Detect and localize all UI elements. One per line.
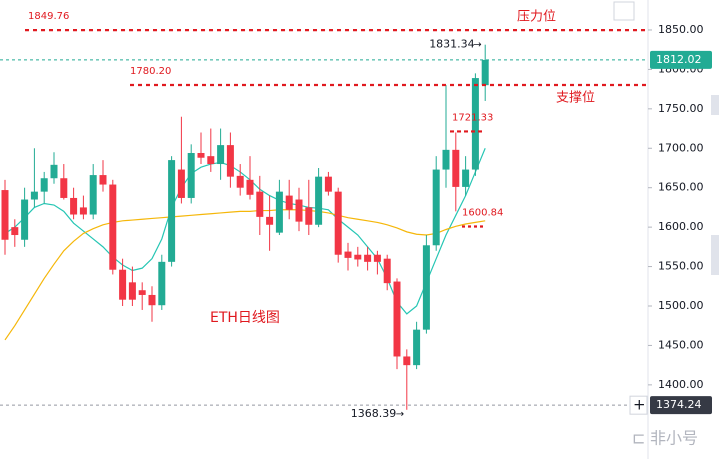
scroll-handle xyxy=(711,95,719,115)
crosshair-label: 1374.24 xyxy=(656,398,702,411)
candle-body xyxy=(403,356,411,366)
candle-body xyxy=(60,178,68,198)
y-tick-label: 1500.00 xyxy=(658,299,704,312)
candle-body xyxy=(168,160,176,262)
candle-body xyxy=(226,145,234,177)
candle-body xyxy=(187,153,195,198)
candle-body xyxy=(1,190,9,240)
candle-body xyxy=(462,169,470,187)
crosshair-box xyxy=(650,396,712,415)
candle-body xyxy=(256,191,264,217)
candle-body xyxy=(30,191,38,200)
watermark: 非小号 xyxy=(650,429,698,448)
candle-body xyxy=(246,179,254,195)
watermark-icon: ⊏ xyxy=(632,429,645,448)
candle-body xyxy=(334,191,342,255)
y-tick-label: 1600.00 xyxy=(658,220,704,233)
candle-body xyxy=(373,254,381,262)
candle-body xyxy=(50,164,58,179)
candle-body xyxy=(158,261,166,306)
candle-body xyxy=(138,290,146,295)
level-label: 1600.84 xyxy=(462,207,503,218)
candle-body xyxy=(393,281,401,357)
candle-body xyxy=(324,176,332,192)
candle-body xyxy=(471,78,479,170)
candle-body xyxy=(148,294,156,306)
candle-body xyxy=(364,254,372,262)
moving-average xyxy=(4,209,486,341)
candle-body xyxy=(295,199,303,222)
y-tick-label: 1850.00 xyxy=(658,23,704,36)
crosshair-button[interactable] xyxy=(629,395,648,415)
candle-body xyxy=(207,156,215,165)
last-price-label: 1812.02 xyxy=(656,53,702,66)
level-label: 1721.33 xyxy=(452,112,493,123)
y-tick-label: 1750.00 xyxy=(658,102,704,115)
high-label: 1831.34 xyxy=(429,38,475,51)
candle-body xyxy=(432,169,440,246)
y-tick-label: 1450.00 xyxy=(658,338,704,351)
candle-body xyxy=(305,207,313,225)
candle-body xyxy=(109,184,117,270)
candle-body xyxy=(422,245,430,330)
candle-body xyxy=(21,199,29,240)
arrow: → xyxy=(396,409,404,420)
level-text: 压力位 xyxy=(517,10,556,25)
level-text: 支撑位 xyxy=(556,91,595,106)
candle-body xyxy=(119,269,127,300)
candle-body xyxy=(99,175,107,185)
candle-body xyxy=(285,195,293,210)
y-tick-label: 1550.00 xyxy=(658,260,704,273)
candle-body xyxy=(452,149,460,187)
low-label: 1368.39 xyxy=(351,407,397,420)
candle-body xyxy=(413,329,421,366)
candle-body xyxy=(481,59,489,86)
candle-body xyxy=(89,175,97,215)
candle-body xyxy=(383,258,391,284)
candle-body xyxy=(79,207,87,215)
candle-body xyxy=(354,254,362,260)
candle-body xyxy=(275,191,283,233)
candle-body xyxy=(236,175,244,188)
candle-body xyxy=(217,145,225,165)
plus-icon: + xyxy=(633,396,646,414)
candle-body xyxy=(315,176,323,225)
candle-body xyxy=(197,153,205,158)
candle-body xyxy=(11,227,19,236)
level-label: 1849.76 xyxy=(28,11,69,22)
candle-body xyxy=(40,178,48,192)
y-tick-label: 1650.00 xyxy=(658,181,704,194)
candle-body xyxy=(177,169,185,198)
y-tick-label: 1400.00 xyxy=(658,378,704,391)
level-label: 1780.20 xyxy=(130,66,171,77)
chart-title: ETH日线图 xyxy=(210,310,280,326)
candle-body xyxy=(266,216,274,225)
candle-body xyxy=(442,149,450,170)
last-price-box xyxy=(650,50,712,69)
candle-body xyxy=(344,251,352,258)
scroll-handle xyxy=(711,235,719,275)
arrow: → xyxy=(473,40,481,51)
y-tick-label: 1700.00 xyxy=(658,141,704,154)
settings-button[interactable] xyxy=(613,1,635,21)
candle-body xyxy=(70,197,78,215)
candle-body xyxy=(128,282,136,300)
